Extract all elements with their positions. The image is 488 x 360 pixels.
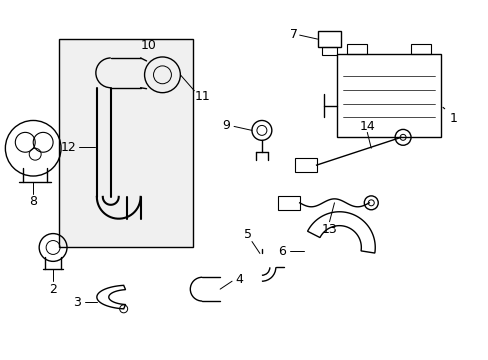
Text: 9: 9 [222,119,229,132]
Text: 13: 13 [321,223,337,236]
Bar [277,196,299,210]
Bar [317,31,341,47]
Text: 6: 6 [277,245,285,258]
Text: 14: 14 [359,120,374,133]
Bar [59,39,193,247]
Text: 10: 10 [141,39,156,51]
Bar [410,44,430,54]
Text: 11: 11 [194,90,210,103]
Bar [337,54,440,137]
Text: 8: 8 [29,195,37,208]
Bar [321,47,337,55]
Text: 1: 1 [449,112,457,125]
Text: 2: 2 [49,283,57,296]
Text: 5: 5 [244,228,251,241]
Bar [346,44,366,54]
Bar [294,158,316,172]
Text: 4: 4 [235,273,243,286]
Text: 12: 12 [61,141,77,154]
Text: 3: 3 [73,296,81,309]
Text: 7: 7 [289,28,297,41]
